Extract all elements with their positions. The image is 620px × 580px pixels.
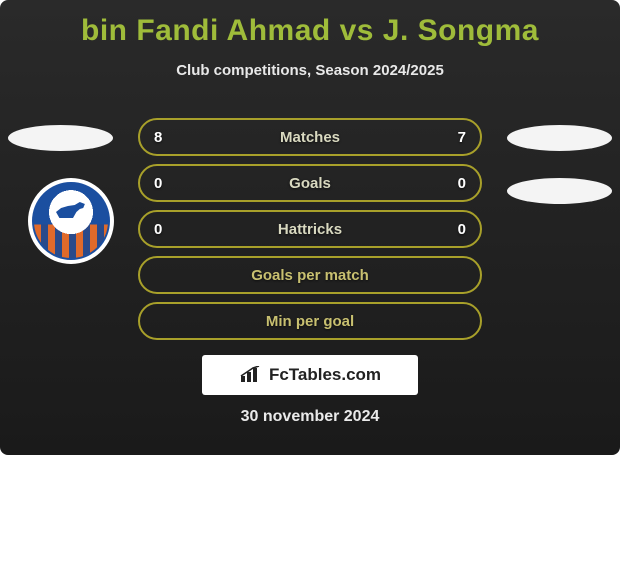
row-matches: 8 Matches 7 <box>138 118 482 156</box>
horse-icon <box>56 200 90 220</box>
goals-per-match-label: Goals per match <box>251 267 369 284</box>
player1-club-oval <box>8 125 113 151</box>
page-title: bin Fandi Ahmad vs J. Songma <box>0 14 620 48</box>
subtitle: Club competitions, Season 2024/2025 <box>0 62 620 79</box>
goals-right-value: 0 <box>458 175 466 192</box>
matches-right-value: 7 <box>458 129 466 146</box>
hattricks-left-value: 0 <box>154 221 162 238</box>
club-badge-icon <box>32 182 110 260</box>
row-goals: 0 Goals 0 <box>138 164 482 202</box>
hattricks-right-value: 0 <box>458 221 466 238</box>
date-text: 30 november 2024 <box>0 408 620 426</box>
goals-label: Goals <box>289 175 331 192</box>
brand-text: FcTables.com <box>269 365 381 385</box>
brand-box[interactable]: FcTables.com <box>202 355 418 395</box>
min-per-goal-label: Min per goal <box>266 313 354 330</box>
stats-rows: 8 Matches 7 0 Goals 0 0 Hattricks 0 Goal… <box>138 118 482 348</box>
player1-club-badge <box>28 178 114 264</box>
comparison-card: bin Fandi Ahmad vs J. Songma Club compet… <box>0 0 620 455</box>
row-hattricks: 0 Hattricks 0 <box>138 210 482 248</box>
player2-club-oval-2 <box>507 178 612 204</box>
matches-label: Matches <box>280 129 340 146</box>
row-goals-per-match: Goals per match <box>138 256 482 294</box>
matches-left-value: 8 <box>154 129 162 146</box>
bar-chart-icon <box>239 366 263 384</box>
player2-club-oval-1 <box>507 125 612 151</box>
hattricks-label: Hattricks <box>278 221 342 238</box>
row-min-per-goal: Min per goal <box>138 302 482 340</box>
goals-left-value: 0 <box>154 175 162 192</box>
